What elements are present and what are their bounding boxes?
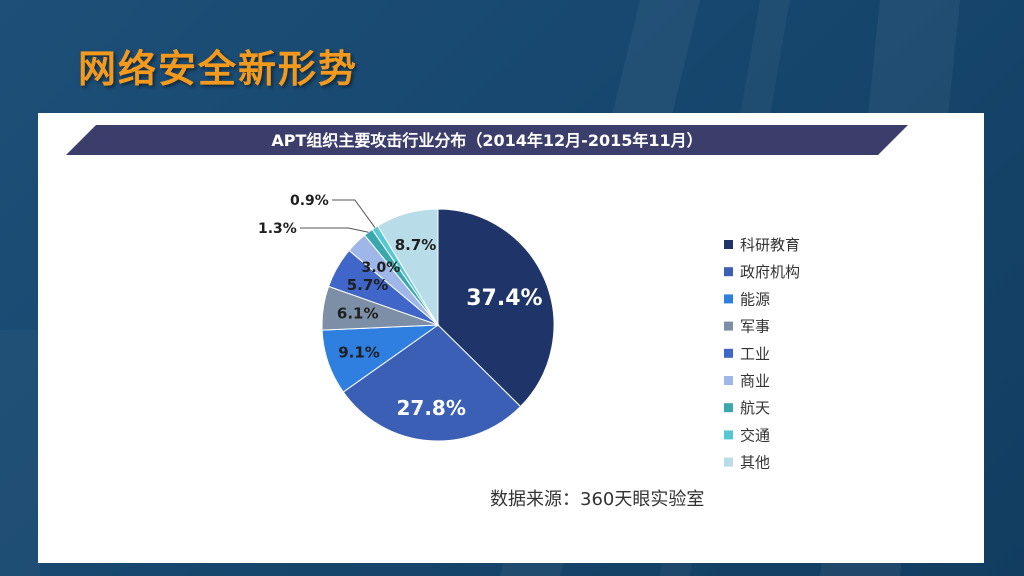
legend-swatch-1 — [724, 240, 733, 249]
legend-swatch-7 — [724, 403, 733, 413]
pie-chart: APT组织主要攻击行业分布（2014年12月-2015年11月） 37.4% 27… — [66, 125, 908, 510]
leader-line-8 — [332, 199, 376, 228]
slice-label-5: 5.7% — [347, 276, 389, 294]
legend-swatch-6 — [724, 376, 733, 385]
legend-label-5: 工业 — [740, 345, 770, 363]
legend-label-2: 政府机构 — [740, 263, 800, 281]
legend-swatch-8 — [724, 430, 733, 440]
legend-swatch-4 — [724, 321, 733, 331]
legend-label-7: 航天 — [740, 399, 770, 417]
legend-swatch-5 — [724, 348, 733, 358]
slice-label-7: 1.3% — [258, 221, 297, 237]
legend-label-1: 科研教育 — [740, 236, 800, 254]
slice-label-8: 0.9% — [290, 193, 329, 209]
chart-title: APT组织主要攻击行业分布（2014年12月-2015年11月） — [271, 131, 702, 150]
slice-label-6: 3.0% — [361, 260, 400, 276]
legend-swatch-2 — [724, 267, 733, 277]
legend-swatch-3 — [724, 294, 733, 304]
slice-label-3: 9.1% — [338, 343, 380, 361]
slice-label-2: 27.8% — [397, 396, 466, 420]
slice-label-9: 8.7% — [395, 236, 437, 254]
legend-label-6: 商业 — [740, 372, 770, 390]
slide-title: 网络安全新形势 — [78, 47, 359, 91]
pie-slice-labels: 37.4% 27.8% 9.1% 6.1% 5.7%3.0% 1.3% 0.9% 8.7% — [258, 193, 543, 420]
chart-title-background — [66, 125, 908, 155]
pie-slices — [321, 208, 555, 442]
legend-label-9: 其他 — [740, 454, 770, 472]
pie-slice-9 — [377, 208, 439, 327]
chart-panel: APT组织主要攻击行业分布（2014年12月-2015年11月） 37.4% 27… — [38, 113, 984, 563]
leader-line-7 — [300, 227, 369, 233]
chart-title-banner: APT组织主要攻击行业分布（2014年12月-2015年11月） — [66, 125, 908, 155]
legend-label-4: 军事 — [740, 318, 770, 336]
legend-swatch-9 — [724, 457, 733, 467]
pie-slice-1 — [437, 208, 555, 408]
legend-label-8: 交通 — [740, 426, 770, 444]
slice-label-4: 6.1% — [337, 304, 379, 322]
data-source-note: 数据来源：360天眼实验室 — [490, 489, 704, 510]
pie-slice-2 — [342, 324, 522, 442]
slice-label-1: 37.4% — [466, 286, 542, 311]
legend-label-3: 能源 — [740, 290, 770, 308]
